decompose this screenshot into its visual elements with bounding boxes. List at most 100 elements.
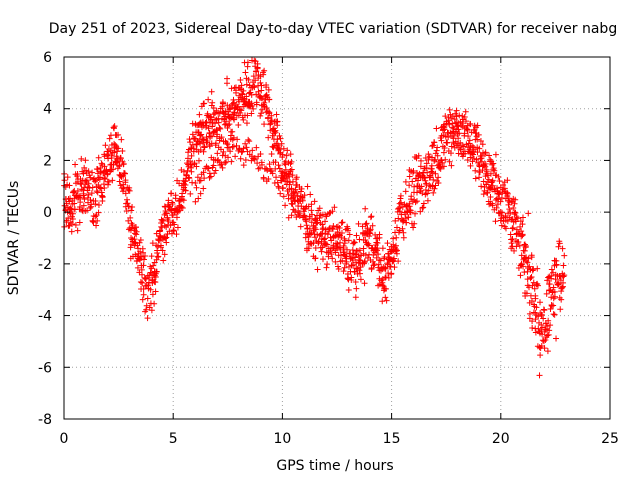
data-point (149, 240, 156, 247)
data-point (94, 217, 101, 224)
data-point (367, 226, 374, 233)
data-point (277, 135, 284, 142)
data-point (523, 290, 530, 297)
data-point (229, 128, 236, 135)
data-point (382, 294, 389, 301)
data-point (83, 177, 90, 184)
data-point (224, 75, 231, 82)
data-point (374, 245, 381, 252)
data-point (559, 283, 566, 290)
data-point (345, 237, 352, 244)
data-point (283, 152, 290, 159)
data-point (164, 214, 171, 221)
data-point (122, 179, 129, 186)
data-point (288, 212, 295, 219)
data-point (428, 162, 435, 169)
data-point (230, 143, 237, 150)
data-point (427, 173, 434, 180)
data-point (168, 207, 175, 214)
data-point (267, 127, 274, 134)
data-point (196, 138, 203, 145)
data-point (388, 271, 395, 278)
data-point (261, 67, 268, 74)
data-point (526, 263, 533, 270)
data-point (89, 169, 96, 176)
data-point (308, 207, 315, 214)
data-point (432, 170, 439, 177)
data-point (414, 177, 421, 184)
data-point (268, 150, 275, 157)
data-point (161, 222, 168, 229)
data-point (440, 163, 447, 170)
data-point (403, 208, 410, 215)
data-point (171, 221, 178, 228)
data-point (504, 218, 511, 225)
data-point (467, 162, 474, 169)
data-point (392, 242, 399, 249)
data-point (165, 218, 172, 225)
data-points (61, 57, 568, 379)
data-point (293, 174, 300, 181)
data-point (341, 240, 348, 247)
data-point (139, 296, 146, 303)
data-point (72, 161, 79, 168)
data-point (497, 209, 504, 216)
data-point (352, 294, 359, 301)
grid (64, 57, 610, 419)
data-point (420, 204, 427, 211)
data-point (292, 186, 299, 193)
data-point (440, 149, 447, 156)
data-point (314, 266, 321, 273)
data-point (461, 113, 468, 120)
data-point (377, 257, 384, 264)
data-point (165, 197, 172, 204)
data-point (339, 257, 346, 264)
data-point (529, 318, 536, 325)
data-point (304, 183, 311, 190)
data-point (294, 192, 301, 199)
data-point (299, 195, 306, 202)
data-point (216, 124, 223, 131)
data-point (518, 228, 525, 235)
data-point (263, 91, 270, 98)
data-point (101, 163, 108, 170)
data-point (538, 311, 545, 318)
data-point (541, 307, 548, 314)
data-point (205, 96, 212, 103)
data-point (85, 191, 92, 198)
data-point (429, 169, 436, 176)
data-point (350, 239, 357, 246)
data-point (120, 185, 127, 192)
data-point (184, 167, 191, 174)
data-point (399, 218, 406, 225)
data-point (187, 139, 194, 146)
data-point (163, 210, 170, 217)
data-point (373, 235, 380, 242)
data-point (397, 192, 404, 199)
data-point (450, 125, 457, 132)
data-point (239, 148, 246, 155)
data-point (288, 158, 295, 165)
data-point (193, 184, 200, 191)
data-point (475, 131, 482, 138)
data-point (435, 179, 442, 186)
data-point (329, 208, 336, 215)
data-point (87, 197, 94, 204)
data-point (507, 209, 514, 216)
data-point (463, 125, 470, 132)
data-point (129, 221, 136, 228)
data-point (542, 326, 549, 333)
data-point (101, 175, 108, 182)
data-point (159, 247, 166, 254)
data-point (393, 224, 400, 231)
data-point (119, 148, 126, 155)
data-point (210, 104, 217, 111)
data-point (265, 175, 272, 182)
data-point (492, 151, 499, 158)
data-point (234, 136, 241, 143)
data-point (546, 327, 553, 334)
data-point (245, 76, 252, 83)
data-point (127, 214, 134, 221)
data-point (227, 148, 234, 155)
data-point (308, 211, 315, 218)
